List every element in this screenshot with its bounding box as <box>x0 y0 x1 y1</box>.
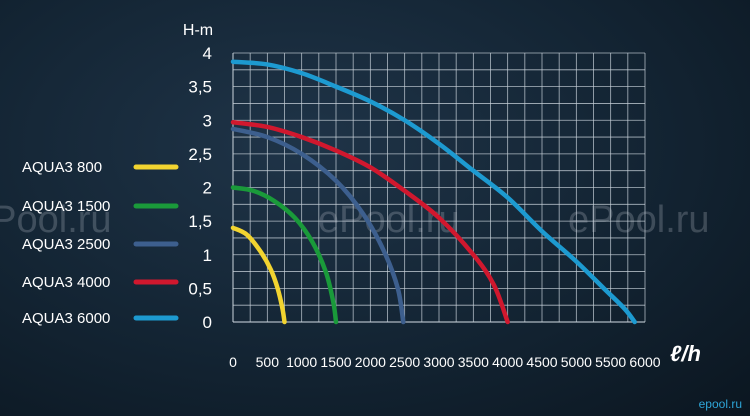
x-tick-label: 1000 <box>286 354 317 370</box>
series-line-aqua3-4000 <box>230 120 510 325</box>
y-tick-label: 3 <box>203 111 212 130</box>
series-line-aqua3-1500 <box>230 185 339 325</box>
x-tick-label: 4000 <box>492 354 523 370</box>
chart-legend: AQUA3 800 AQUA3 1500 AQUA3 2500 AQUA3 4000 A… <box>22 159 179 327</box>
x-tick-label: 5500 <box>595 354 626 370</box>
watermark-3: ePool.ru <box>568 199 710 241</box>
watermark-2: ePool.ru <box>318 199 460 241</box>
watermark-1: ePool.ru <box>0 199 112 241</box>
legend-label-aqua3-2500: AQUA3 2500 <box>22 236 110 253</box>
y-tick-label: 0,5 <box>188 279 212 298</box>
x-tick-label: 1500 <box>320 354 351 370</box>
chart-series <box>230 59 637 325</box>
watermark-layer: ePool.ru ePool.ru ePool.ru <box>0 199 710 241</box>
series-line-aqua3-800 <box>230 225 287 325</box>
axis-titles: H-m ℓ/h <box>183 22 701 366</box>
x-axis-ticks: 0 500 1000 1500 2000 2500 3000 3500 4000 4500 5000… <box>229 354 661 370</box>
x-tick-label: 0 <box>229 354 237 370</box>
chart-grid <box>232 52 646 323</box>
x-tick-label: 3000 <box>423 354 454 370</box>
y-axis-title: H-m <box>183 22 213 39</box>
series-line-aqua3-6000 <box>230 59 637 325</box>
legend-label-aqua3-1500: AQUA3 1500 <box>22 198 110 215</box>
x-tick-label: 500 <box>256 354 280 370</box>
x-tick-label: 2500 <box>389 354 420 370</box>
x-tick-label: 5000 <box>561 354 592 370</box>
x-tick-label: 4500 <box>526 354 557 370</box>
y-tick-label: 0 <box>203 313 212 332</box>
series-line-aqua3-2500 <box>230 126 406 325</box>
legend-label-aqua3-6000: AQUA3 6000 <box>22 310 110 327</box>
legend-label-aqua3-800: AQUA3 800 <box>22 159 102 176</box>
y-tick-label: 3,5 <box>188 78 212 97</box>
y-tick-label: 4 <box>203 44 212 63</box>
x-tick-label: 3500 <box>458 354 489 370</box>
corner-watermark: epool.ru <box>699 397 742 411</box>
y-tick-label: 2,5 <box>188 145 212 164</box>
y-tick-label: 1,5 <box>188 212 212 231</box>
y-tick-label: 2 <box>203 179 212 198</box>
y-axis-ticks: 0 0,5 1 1,5 2 2,5 3 3,5 4 <box>188 44 212 332</box>
y-tick-label: 1 <box>203 246 212 265</box>
x-tick-label: 2000 <box>355 354 386 370</box>
legend-label-aqua3-4000: AQUA3 4000 <box>22 274 110 291</box>
x-tick-label: 6000 <box>629 354 660 370</box>
x-axis-title: ℓ/h <box>670 341 701 366</box>
